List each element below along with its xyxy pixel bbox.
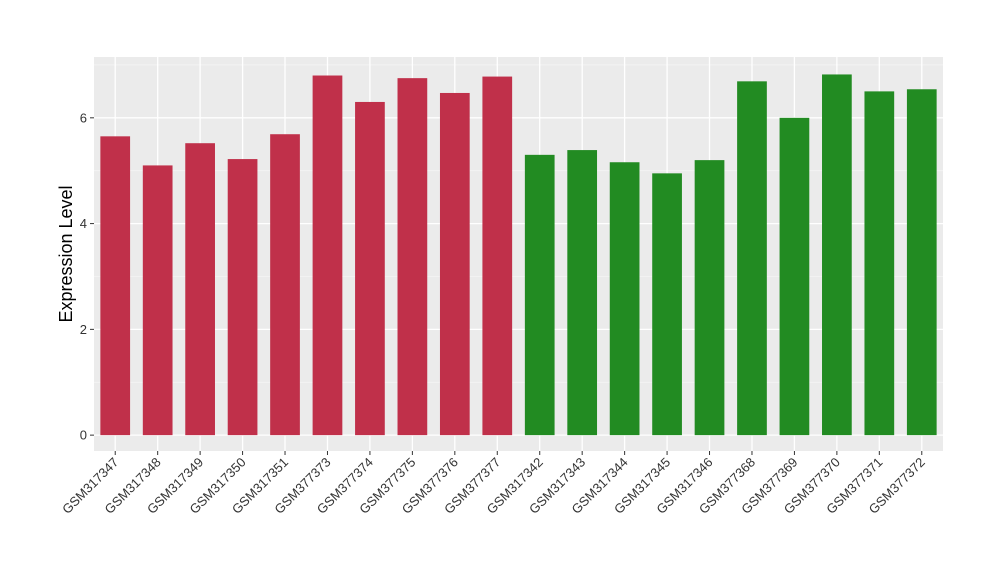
bar-GSM317349 [185, 143, 215, 436]
y-tick-label: 2 [80, 322, 87, 337]
bar-GSM377374 [355, 101, 385, 436]
bar-GSM317343 [567, 150, 598, 436]
bar-GSM317350 [227, 159, 258, 436]
y-tick-label: 4 [80, 216, 87, 231]
bar-GSM377368 [737, 81, 767, 436]
bar-GSM377376 [439, 92, 470, 436]
bar-GSM377377 [482, 76, 513, 436]
bar-GSM317348 [142, 165, 173, 436]
bar-GSM377373 [312, 75, 343, 436]
y-axis: 0 2 4 6 [80, 110, 94, 443]
y-axis-title: Expression Level [56, 185, 76, 322]
bars [100, 74, 937, 436]
bar-GSM317342 [524, 154, 555, 436]
bar-GSM377370 [822, 74, 852, 436]
bar-GSM377375 [397, 78, 428, 436]
bar-GSM317344 [609, 162, 640, 436]
y-tick-label: 0 [80, 428, 87, 443]
y-tick-label: 6 [80, 110, 87, 125]
bar-GSM317351 [270, 134, 300, 436]
bar-GSM317345 [652, 173, 682, 436]
bar-GSM377369 [779, 117, 810, 436]
bar-GSM377372 [906, 89, 937, 436]
x-axis: GSM317347GSM317348GSM317349GSM317350GSM3… [59, 451, 928, 517]
bar-GSM377371 [864, 91, 895, 436]
bar-GSM317347 [100, 136, 131, 436]
bar-GSM317346 [694, 160, 725, 436]
plot-panel [94, 57, 943, 451]
